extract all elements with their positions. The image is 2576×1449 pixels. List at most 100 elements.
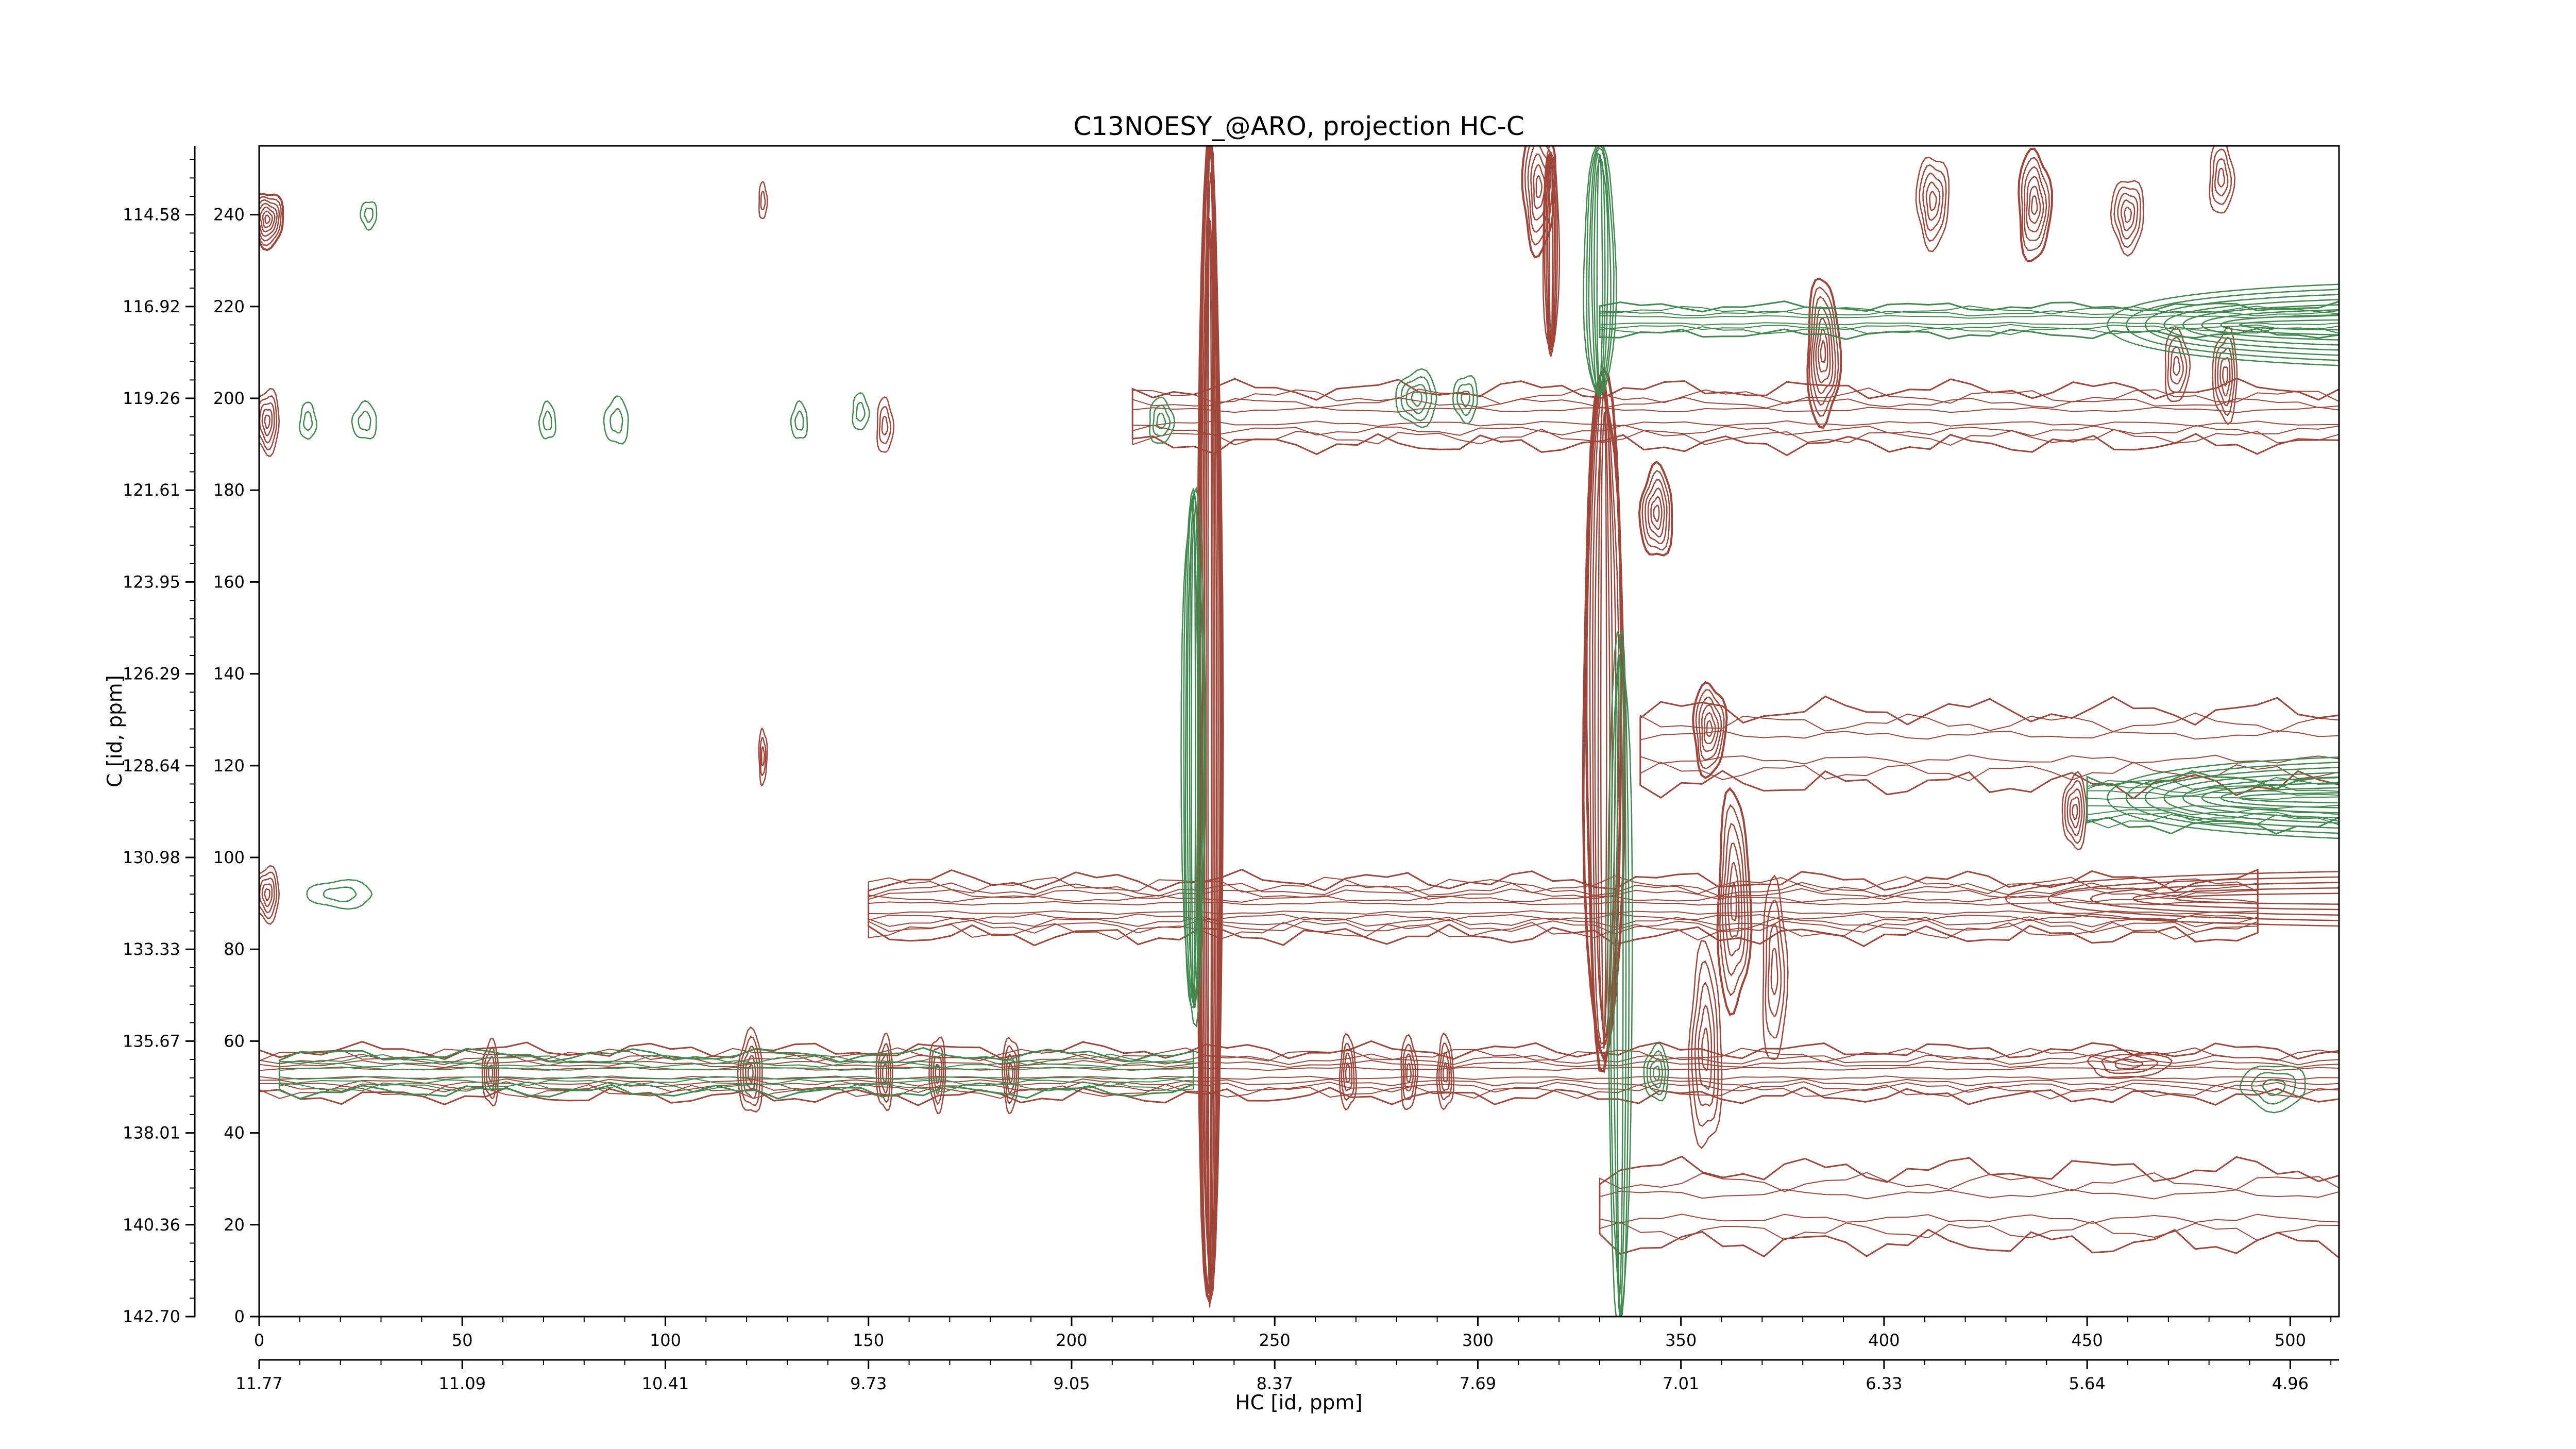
contour-peak-15-0	[747, 1064, 754, 1083]
y-index-tick-label: 180	[213, 480, 245, 500]
y-ppm-tick-label: 121.61	[123, 480, 180, 500]
x-ppm-tick-label: 6.33	[1866, 1374, 1902, 1393]
contour-band-h-3-1	[1132, 397, 2339, 436]
contour-peak-17-0	[935, 1064, 940, 1085]
contour-band-v-0-1	[1205, 218, 1214, 1308]
y-ppm-tick-label: 128.64	[123, 756, 180, 776]
contour-peak-15-1	[745, 1054, 756, 1091]
contour-peak-22-3	[1527, 146, 1551, 233]
contour-wedge-1-0	[2239, 792, 2339, 804]
contour-band-v-1-1	[1189, 503, 1198, 1000]
contour-band-h-1-4	[259, 1040, 2339, 1106]
contour-peak-6-1	[351, 400, 377, 440]
contour-peak-5-1	[299, 401, 318, 440]
contour-band-h-3-0	[1132, 407, 2339, 427]
contour-band-h-5-2	[1639, 695, 2339, 800]
contour-peak-35-4	[2061, 771, 2088, 851]
contour-peak-28-1	[1925, 181, 1941, 221]
contour-peak-32-0	[1730, 881, 1737, 922]
contour-peak-29-2	[2217, 347, 2233, 407]
contour-peak-26-0	[2124, 206, 2132, 224]
contour-band-h-6-0	[2087, 795, 2339, 810]
contour-peak-28-4	[1915, 157, 1950, 252]
y-index-tick-label: 100	[213, 848, 245, 867]
contour-wedge-1-6	[2126, 762, 2339, 834]
contour-peak-9-1	[790, 400, 808, 439]
contour-peak-13-1	[759, 737, 767, 777]
y-index-axis: 0 20 40 60 80 100 120 140 160 180 200 220 240	[213, 205, 259, 1326]
contour-band-h-0-5	[868, 868, 2259, 947]
y-index-tick-label: 200	[213, 389, 245, 408]
contour-peak-22-4	[1524, 146, 1554, 246]
y-index-tick-label: 0	[234, 1307, 245, 1326]
contour-peak-0-3	[259, 203, 278, 237]
contour-peak-3-0	[323, 886, 357, 903]
contour-peak-29-0	[2222, 366, 2229, 387]
contour-peak-2-4	[259, 865, 280, 925]
x-index-tick-label: 0	[254, 1330, 264, 1350]
y-ppm-tick-label: 116.92	[123, 297, 180, 316]
contour-peak-41-1	[2101, 1054, 2158, 1074]
contour-peak-21-2	[1438, 1042, 1452, 1101]
x-ppm-tick-label: 9.05	[1053, 1374, 1090, 1393]
contour-wedge-2-3	[2047, 876, 2339, 921]
contour-peak-26-3	[2113, 187, 2141, 248]
contour-peak-33-3	[1691, 960, 1719, 1127]
contour-band-v-0-0	[1207, 217, 1212, 1294]
contour-peak-12-0	[760, 190, 766, 211]
x-index-axis: 0 50 100 150 200 250 300 350 400 450 500	[254, 1317, 2332, 1350]
contour-peak-19-0	[1345, 1062, 1351, 1083]
contour-peak-26-1	[2120, 199, 2136, 231]
x-ppm-tick-label: 11.77	[235, 1374, 283, 1393]
contour-peak-24-4	[1641, 469, 1670, 551]
contour-peak-8-0	[609, 408, 623, 434]
contour-peak-30-0	[2173, 356, 2181, 376]
contour-wedge-2-4	[2005, 871, 2339, 927]
x-index-tick-label: 150	[853, 1330, 884, 1350]
y-index-tick-label: 60	[224, 1031, 245, 1051]
contour-peak-0-6	[259, 193, 284, 251]
contour-peak-21-0	[1442, 1062, 1448, 1083]
y-ppm-tick-label: 138.01	[123, 1123, 180, 1143]
contour-peak-24-1	[1650, 496, 1663, 531]
contour-peak-25-5	[2018, 147, 2054, 263]
contour-peak-25-4	[2021, 157, 2050, 251]
contour-peak-27-3	[2209, 146, 2235, 214]
contour-wedge-0-1	[2220, 314, 2339, 336]
contour-peak-1-1	[261, 409, 273, 437]
contour-peak-20-0	[1406, 1063, 1412, 1083]
y-index-tick-label: 240	[213, 205, 245, 225]
contour-band-h-3-3	[1131, 377, 2339, 457]
contour-peak-3-1	[306, 879, 373, 910]
contour-band-h-4-0	[1599, 315, 2339, 326]
contour-peak-27-0	[2217, 167, 2225, 188]
contour-peak-25-3	[2024, 166, 2047, 241]
contour-peak-11-0	[881, 415, 889, 436]
contour-peak-31-2	[1701, 704, 1719, 752]
contour-band-v-3-3	[1591, 381, 1617, 1045]
contour-peak-11-1	[878, 406, 892, 444]
contour-peak-34-3	[1762, 874, 1789, 1060]
contour-peak-16-0	[882, 1063, 888, 1084]
x-ppm-tick-label: 8.37	[1257, 1374, 1293, 1393]
contour-band-h-0-2	[868, 888, 2259, 928]
y-index-tick-label: 140	[213, 664, 245, 684]
y-ppm-tick-label: 133.33	[123, 939, 180, 959]
contour-band-h-4-2	[1599, 305, 2339, 335]
contour-band-h-5-1	[1639, 712, 2339, 782]
y-ppm-tick-label: 135.67	[123, 1031, 180, 1051]
contour-band-v-3-5	[1585, 385, 1623, 1073]
negative-contours	[278, 146, 2339, 1317]
contour-band-v-4-0	[1616, 653, 1624, 1298]
x-ppm-tick-label: 10.41	[642, 1374, 689, 1393]
positive-contours	[259, 146, 2339, 1308]
contour-peak-31-5	[1692, 681, 1728, 779]
contour-peak-39-2	[1149, 396, 1176, 444]
contour-peak-31-1	[1703, 712, 1716, 744]
y-ppm-tick-label: 119.26	[123, 389, 180, 408]
contour-peak-8-1	[603, 395, 629, 445]
x-ppm-tick-label: 11.09	[438, 1374, 486, 1393]
contour-peak-24-0	[1653, 504, 1660, 523]
y-ppm-tick-label: 140.36	[123, 1215, 180, 1235]
